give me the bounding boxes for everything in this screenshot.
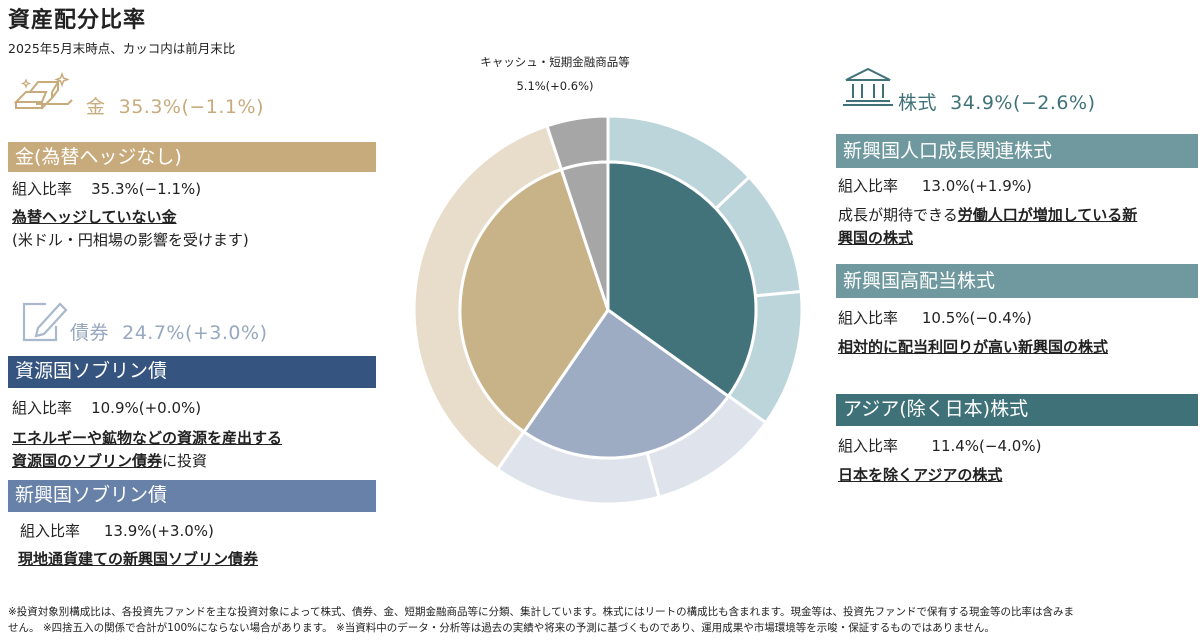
ratio-label: 組入比率 <box>838 437 899 455</box>
ratio-em-sovereign: 組入比率 13.9%(+3.0%) <box>20 520 214 541</box>
fund-bar-asia: アジア(除く日本)株式 <box>836 394 1198 426</box>
ratio-resource-sovereign: 組入比率 10.9%(+0.0%) <box>12 397 201 418</box>
desc-line: 現地通貨建ての新興国ソブリン債券 <box>18 550 259 568</box>
ratio-label: 組入比率 <box>20 522 81 540</box>
inner-pie-slice-1 <box>521 307 731 460</box>
bond-category-label: 債券 <box>70 322 110 344</box>
desc-line: 相対的に配当利回りが高い新興国の株式 <box>838 338 1109 356</box>
gold-category-header: 金 35.3%(−1.1%) <box>86 92 264 119</box>
desc-line2: 資源国のソブリン債券 <box>12 452 163 470</box>
gold-bar-icon <box>13 71 73 109</box>
fund-bar-em-sovereign: 新興国ソブリン債 <box>8 480 376 512</box>
cash-label-name: キャッシュ・短期金融商品等 <box>480 55 630 69</box>
pencil-document-icon <box>22 302 68 342</box>
desc-line2: 興国の株式 <box>838 229 914 247</box>
ratio-value: 13.0%(+1.9%) <box>921 177 1032 195</box>
footnote-line2: せん。 ※四捨五入の関係で合計が100%にならない場合があります。 ※当資料中の… <box>8 622 995 634</box>
desc-tail: に投資 <box>162 452 208 470</box>
desc-asia: 日本を除くアジアの株式 <box>838 464 1002 487</box>
inner-pie <box>458 160 758 460</box>
fund-bar-gold: 金(為替ヘッジなし) <box>8 142 376 172</box>
inner-pie-slice-3 <box>559 160 610 311</box>
inner-pie-slice-0 <box>606 160 758 399</box>
desc-em-dividend: 相対的に配当利回りが高い新興国の株式 <box>838 336 1108 359</box>
desc-line1: エネルギーや鉱物などの資源を産出する <box>12 429 283 447</box>
ratio-em-dividend: 組入比率 10.5%(−0.4%) <box>838 307 1032 328</box>
cash-label: キャッシュ・短期金融商品等 5.1%(+0.6%) <box>455 54 655 93</box>
ratio-value: 10.5%(−0.4%) <box>921 309 1032 327</box>
fund-bar-em-dividend: 新興国高配当株式 <box>836 264 1198 298</box>
ratio-em-population: 組入比率 13.0%(+1.9%) <box>838 175 1032 196</box>
allocation-donut-chart <box>412 114 804 506</box>
ratio-label: 組入比率 <box>838 177 899 195</box>
gold-category-value: 35.3%(−1.1%) <box>118 96 264 118</box>
desc-em-population: 成長が期待できる労働人口が増加している新 興国の株式 <box>838 204 1200 250</box>
desc-resource-sovereign: エネルギーや鉱物などの資源を産出する 資源国のソブリン債券に投資 <box>12 427 282 473</box>
ratio-gold: 組入比率 35.3%(−1.1%) <box>12 178 201 199</box>
desc-prefix: 成長が期待できる <box>838 206 958 224</box>
footnote-line1: ※投資対象別構成比は、各投資先ファンドを主な投資対象によって株式、債券、金、短期… <box>8 606 1075 618</box>
desc-line: 日本を除くアジアの株式 <box>838 466 1003 484</box>
inner-pie-slice-2 <box>458 167 610 434</box>
desc-em-sovereign: 現地通貨建ての新興国ソブリン債券 <box>18 548 258 571</box>
page-title: 資産配分比率 <box>8 8 147 33</box>
fund-bar-resource-sovereign: 資源国ソブリン債 <box>8 356 376 388</box>
desc-line1: 労働人口が増加している新 <box>957 206 1138 224</box>
bond-category-value: 24.7%(+3.0%) <box>122 322 268 344</box>
desc-gold-underlined: 為替ヘッジしていない金 <box>12 208 177 226</box>
page-subtitle: 2025年5月末時点、カッコ内は前月末比 <box>8 41 236 56</box>
ratio-value: 11.4%(−4.0%) <box>931 437 1042 455</box>
stock-category-value: 34.9%(−2.6%) <box>950 92 1096 114</box>
outer-ring <box>412 114 804 506</box>
bond-category-header: 債券 24.7%(+3.0%) <box>70 318 267 345</box>
cash-label-value: 5.1%(+0.6%) <box>516 79 594 93</box>
stock-category-header: 株式 34.9%(−2.6%) <box>898 88 1095 115</box>
fund-bar-em-population: 新興国人口成長関連株式 <box>836 134 1198 168</box>
ratio-label: 組入比率 <box>838 309 899 327</box>
footnote: ※投資対象別構成比は、各投資先ファンドを主な投資対象によって株式、債券、金、短期… <box>8 604 1198 636</box>
ratio-label: 組入比率 <box>12 399 73 417</box>
ratio-label: 組入比率 <box>12 180 73 198</box>
desc-gold-note: (米ドル・円相場の影響を受けます) <box>12 231 249 249</box>
ratio-asia: 組入比率 11.4%(−4.0%) <box>838 435 1041 456</box>
bank-building-icon <box>843 67 893 106</box>
ratio-value: 35.3%(−1.1%) <box>91 180 202 198</box>
ratio-value: 13.9%(+3.0%) <box>103 522 214 540</box>
gold-category-label: 金 <box>86 96 106 118</box>
ratio-value: 10.9%(+0.0%) <box>91 399 202 417</box>
desc-gold: 為替ヘッジしていない金 (米ドル・円相場の影響を受けます) <box>12 206 249 252</box>
stock-category-label: 株式 <box>898 92 938 114</box>
